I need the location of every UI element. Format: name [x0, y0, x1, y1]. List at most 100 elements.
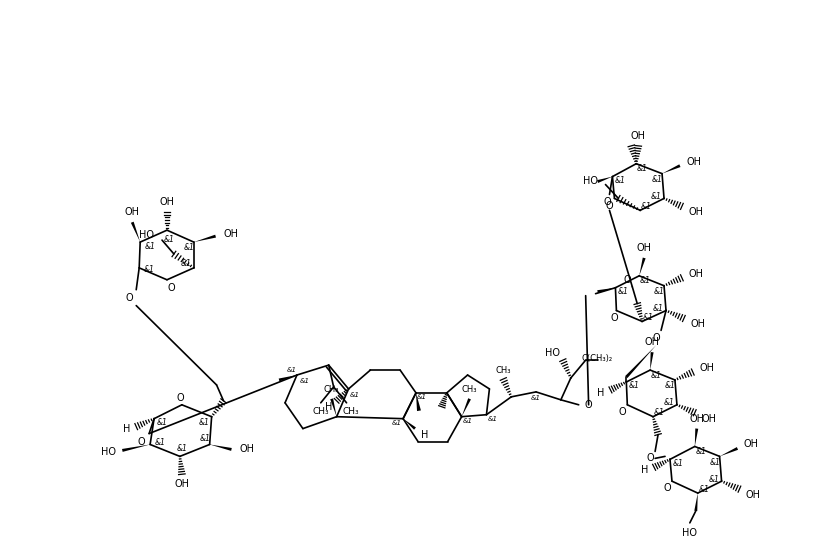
Polygon shape [639, 258, 646, 276]
Text: &1: &1 [643, 313, 654, 322]
Text: OH: OH [691, 320, 706, 329]
Text: &1: &1 [417, 394, 427, 400]
Text: &1: &1 [183, 243, 194, 252]
Text: &1: &1 [629, 381, 640, 391]
Text: &1: &1 [618, 287, 629, 296]
Text: C(CH₃)₂: C(CH₃)₂ [582, 353, 613, 363]
Text: &1: &1 [654, 287, 665, 296]
Text: &1: &1 [651, 371, 661, 379]
Text: &1: &1 [709, 458, 720, 467]
Text: &1: &1 [651, 175, 662, 184]
Text: H: H [325, 402, 332, 412]
Text: OH: OH [699, 363, 714, 373]
Text: HO: HO [101, 448, 116, 457]
Text: &1: &1 [641, 202, 651, 211]
Text: OH: OH [688, 269, 703, 279]
Text: &1: &1 [164, 235, 175, 244]
Polygon shape [597, 288, 616, 293]
Text: &1: &1 [636, 164, 647, 173]
Text: HO: HO [583, 175, 598, 186]
Text: CH₃: CH₃ [324, 385, 339, 394]
Polygon shape [462, 398, 471, 417]
Text: O: O [604, 197, 612, 207]
Text: OH: OH [160, 197, 175, 207]
Text: OH: OH [175, 479, 190, 489]
Text: O: O [663, 483, 671, 493]
Text: HO: HO [546, 348, 561, 358]
Text: OH: OH [224, 229, 239, 239]
Text: O: O [652, 334, 660, 343]
Text: &1: &1 [392, 420, 402, 426]
Polygon shape [279, 375, 297, 381]
Text: OH: OH [744, 440, 759, 449]
Polygon shape [131, 222, 140, 242]
Text: O: O [167, 283, 175, 293]
Text: OH: OH [745, 490, 760, 500]
Text: HO: HO [682, 528, 697, 538]
Text: OH: OH [686, 157, 701, 167]
Text: &1: &1 [615, 176, 626, 185]
Text: OH: OH [688, 207, 703, 217]
Text: &1: &1 [654, 408, 665, 417]
Text: CH₃: CH₃ [462, 385, 478, 394]
Polygon shape [650, 352, 654, 370]
Text: HO: HO [139, 230, 154, 240]
Text: O: O [606, 201, 613, 211]
Text: &1: &1 [488, 416, 498, 422]
Text: H: H [421, 429, 428, 440]
Text: O: O [623, 275, 631, 285]
Text: &1: &1 [652, 304, 663, 313]
Text: CH₃: CH₃ [342, 407, 359, 416]
Polygon shape [694, 493, 698, 511]
Text: &1: &1 [651, 192, 661, 201]
Text: &1: &1 [349, 392, 359, 398]
Text: &1: &1 [640, 277, 651, 285]
Polygon shape [662, 164, 681, 174]
Text: OH: OH [636, 243, 651, 253]
Text: O: O [176, 393, 184, 403]
Text: &1: &1 [144, 265, 155, 274]
Text: O: O [126, 293, 133, 303]
Polygon shape [330, 399, 337, 417]
Text: &1: &1 [664, 398, 675, 407]
Text: &1: &1 [155, 438, 166, 447]
Text: &1: &1 [463, 417, 473, 423]
Text: OH: OH [125, 207, 140, 217]
Text: OH: OH [631, 131, 646, 141]
Text: H: H [122, 423, 130, 434]
Polygon shape [416, 393, 421, 411]
Text: &1: &1 [198, 418, 209, 427]
Polygon shape [695, 428, 698, 447]
Polygon shape [597, 176, 612, 183]
Text: &1: &1 [708, 475, 719, 484]
Text: &1: &1 [696, 447, 706, 456]
Text: O: O [611, 314, 618, 323]
Text: &1: &1 [531, 395, 541, 401]
Text: &1: &1 [181, 259, 191, 268]
Text: &1: &1 [672, 459, 683, 468]
Text: &1: &1 [156, 418, 167, 427]
Text: &1: &1 [199, 434, 210, 443]
Text: CH₃: CH₃ [496, 365, 511, 374]
Polygon shape [210, 444, 232, 451]
Text: &1: &1 [665, 381, 676, 391]
Text: CH₃: CH₃ [313, 407, 329, 416]
Polygon shape [122, 444, 150, 452]
Text: O: O [137, 436, 145, 447]
Polygon shape [720, 447, 738, 456]
Text: &1: &1 [176, 444, 187, 453]
Text: OH: OH [240, 444, 255, 455]
Text: H: H [641, 465, 648, 475]
Text: OH: OH [689, 414, 704, 424]
Polygon shape [194, 235, 216, 242]
Text: OH: OH [701, 414, 716, 424]
Polygon shape [403, 419, 416, 430]
Text: &1: &1 [287, 367, 297, 373]
Text: &1: &1 [698, 485, 709, 494]
Text: H: H [597, 388, 604, 398]
Text: &1: &1 [145, 242, 156, 251]
Text: O: O [618, 407, 626, 417]
Text: &1: &1 [300, 378, 310, 384]
Text: O: O [585, 400, 592, 410]
Text: O: O [646, 454, 654, 463]
